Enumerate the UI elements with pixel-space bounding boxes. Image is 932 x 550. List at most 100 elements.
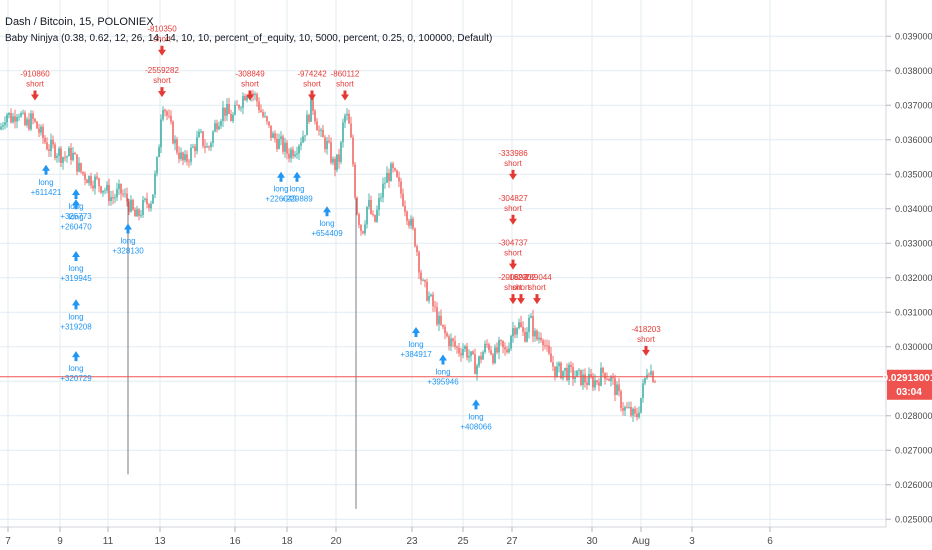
candle-body — [104, 190, 106, 192]
candle-body — [272, 133, 274, 138]
long-signal[interactable]: long+408066 — [460, 399, 492, 431]
candle-body — [72, 152, 74, 160]
short-arrow-icon — [158, 87, 166, 98]
long-signal[interactable]: long+328130 — [112, 223, 144, 255]
time-tick-label: 9 — [57, 536, 63, 547]
candle-body — [336, 154, 338, 170]
long-signal[interactable]: long+260470 — [60, 199, 92, 231]
candle-body — [244, 96, 246, 101]
candle-body — [132, 199, 134, 210]
long-signal[interactable]: long+320729 — [60, 351, 92, 383]
candle-body — [202, 131, 204, 146]
long-profit: +408066 — [460, 422, 492, 431]
candle-body — [522, 327, 524, 332]
candle-body — [446, 333, 448, 337]
price-tick-label: 0.02800000 — [895, 411, 932, 421]
short-label: short — [336, 80, 355, 89]
candle-body — [328, 140, 330, 143]
candle-body — [4, 122, 6, 126]
candle-body — [14, 116, 16, 122]
candle-body — [498, 340, 500, 353]
candle-body — [648, 374, 650, 376]
long-signal[interactable]: long+395946 — [427, 354, 459, 387]
candle-body — [534, 330, 536, 337]
short-label: short — [512, 283, 531, 292]
candle-body — [274, 133, 276, 139]
long-signal[interactable]: long+384917 — [400, 326, 432, 359]
candle-body — [194, 146, 196, 152]
long-signal[interactable]: long+226049 — [265, 171, 297, 204]
candle-body — [246, 95, 248, 101]
long-arrow-icon — [323, 206, 331, 217]
candle-body — [294, 154, 296, 157]
candle-body — [626, 407, 628, 408]
candle-body — [290, 149, 292, 159]
long-label: long — [68, 264, 83, 273]
candle-body — [630, 407, 632, 416]
candle-body — [254, 94, 256, 96]
candle-body — [60, 148, 62, 163]
candle-body — [364, 224, 366, 234]
candle-body — [492, 354, 494, 363]
symbol-title[interactable]: Dash / Bitcoin, 15, POLONIEX — [5, 16, 154, 28]
candle-body — [74, 152, 76, 155]
candle-body — [186, 154, 188, 162]
candle-body — [592, 377, 594, 388]
short-label: short — [504, 283, 523, 292]
price-axis[interactable] — [887, 0, 932, 527]
price-tick-label: 0.03300000 — [895, 238, 932, 248]
long-signal[interactable]: long+319208 — [60, 299, 92, 331]
candle-body — [552, 362, 554, 367]
candle-body — [632, 408, 634, 416]
candle-body — [200, 131, 202, 133]
long-signal[interactable]: long+229889 — [281, 171, 313, 204]
candle-body — [216, 123, 218, 130]
time-tick-label: Aug — [632, 536, 650, 547]
candle-body — [126, 193, 128, 202]
candle-body — [108, 184, 110, 202]
candle-body — [526, 331, 528, 342]
candle-body — [520, 322, 522, 328]
candle-body — [372, 213, 374, 215]
candle-body — [452, 338, 454, 342]
time-axis[interactable] — [0, 528, 932, 550]
candle-body — [54, 144, 56, 158]
long-signal[interactable]: long+319945 — [60, 251, 92, 283]
indicator-title[interactable]: Baby Ninjya (0.38, 0.62, 12, 26, 14, 14,… — [5, 33, 492, 44]
long-label: long — [408, 340, 423, 349]
candle-body — [58, 148, 60, 156]
candle-body — [362, 231, 364, 234]
candle-body — [462, 348, 464, 356]
candle-body — [276, 138, 278, 149]
short-arrow-icon — [533, 294, 541, 305]
long-signal[interactable]: long+611421 — [31, 164, 62, 197]
candle-body — [404, 205, 406, 212]
bar-countdown: 03:04 — [896, 387, 922, 398]
candle-body — [10, 112, 12, 123]
long-signal[interactable]: long+654409 — [311, 206, 343, 238]
candle-body — [518, 322, 520, 329]
candle-body — [346, 113, 348, 116]
candle-body — [242, 96, 244, 108]
candle-body — [622, 408, 624, 411]
candle-body — [258, 101, 260, 111]
candle-body — [608, 379, 610, 381]
candle-body — [306, 114, 308, 136]
price-tick-label: 0.02500000 — [895, 514, 932, 524]
candle-body — [486, 343, 488, 345]
candle-body — [352, 137, 354, 165]
